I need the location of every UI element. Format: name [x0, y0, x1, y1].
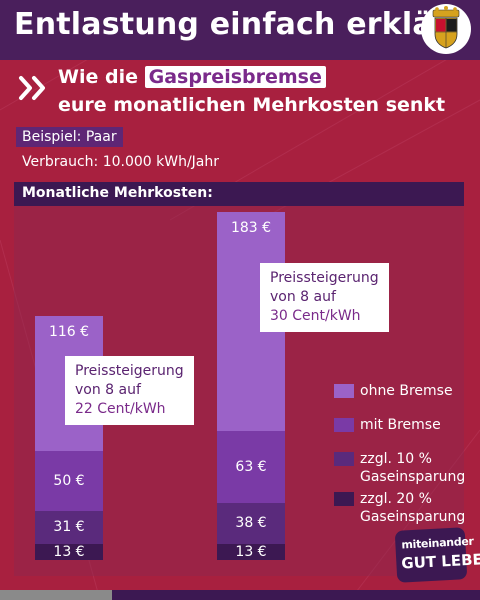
subtitle-line-2: eure monatlichen Mehrkosten senkt [58, 94, 446, 116]
callout-1-line-2: von 8 auf [75, 382, 141, 398]
page-title: Entlastung einfach erklärt [14, 7, 463, 42]
example-label: Beispiel: Paar [16, 127, 123, 147]
bar-value-label: 116 € [48, 324, 90, 340]
bottom-strip [0, 590, 480, 600]
legend-swatch [334, 384, 354, 398]
bar-value-label: 38 € [235, 515, 267, 531]
legend-label: ohne Bremse [360, 383, 453, 399]
bar-segment-mit-bremse: 50 € [35, 451, 103, 511]
callout-bar-2: Preissteigerung von 8 auf 30 Cent/kWh [260, 263, 389, 332]
legend-swatch [334, 492, 354, 506]
bottom-gray-strip [0, 590, 112, 600]
callout-2-line-2: von 8 auf [270, 289, 336, 305]
legend-label: zzgl. 20 % [360, 491, 432, 507]
logo-line-1: miteinander [401, 534, 474, 552]
legend-label-2: Gaseinsparung [360, 469, 466, 485]
chart-panel: 13 € 31 € 50 € 116 € 13 € 38 € 63 € 183 € Preis… [14, 206, 466, 576]
legend-label: zzgl. 10 % [360, 451, 432, 467]
legend-label-2: Gaseinsparung [360, 509, 466, 525]
callout-1-line-1: Preissteigerung [75, 363, 184, 379]
header-bar [0, 0, 480, 60]
bar-segment-mit-bremse: 63 € [217, 431, 285, 503]
subtitle-highlight: Gaspreisbremse [144, 66, 326, 88]
bar-value-label: 13 € [235, 544, 267, 560]
bar-value-label: 50 € [53, 472, 85, 489]
callout-bar-1: Preissteigerung von 8 auf 22 Cent/kWh [65, 356, 194, 425]
coat-of-arms-icon [421, 4, 471, 54]
bar-segment-zzgl-10-gaseinsparung: 31 € [35, 511, 103, 544]
usage-label: Verbrauch: 10.000 kWh/Jahr [22, 154, 220, 170]
legend-label: mit Bremse [360, 417, 441, 433]
subtitle-prefix: Wie die [58, 66, 138, 88]
miteinander-gut-leben-logo: miteinander GUT LEBEN [394, 527, 480, 583]
bar-value-label: 31 € [53, 519, 85, 535]
chart-title-bar [14, 182, 464, 206]
bar-segment-zzgl-20-gaseinsparung: 13 € [217, 544, 285, 560]
bar-segment-zzgl-20-gaseinsparung: 13 € [35, 544, 103, 560]
legend-swatch [334, 452, 354, 466]
bar-value-label: 63 € [235, 458, 267, 475]
bar-value-label: 13 € [53, 544, 85, 560]
callout-2-line-3: 30 Cent/kWh [270, 308, 361, 324]
subtitle-line-1: Wie die Gaspreisbremse [58, 66, 326, 88]
bar-segment-zzgl-10-gaseinsparung: 38 € [217, 503, 285, 544]
chart-title: Monatliche Mehrkosten: [22, 185, 213, 201]
callout-1-line-3: 22 Cent/kWh [75, 401, 166, 417]
callout-2-line-1: Preissteigerung [270, 270, 379, 286]
legend-swatch [334, 418, 354, 432]
bar-value-label: 183 € [230, 220, 272, 236]
double-chevron-icon [19, 76, 45, 100]
